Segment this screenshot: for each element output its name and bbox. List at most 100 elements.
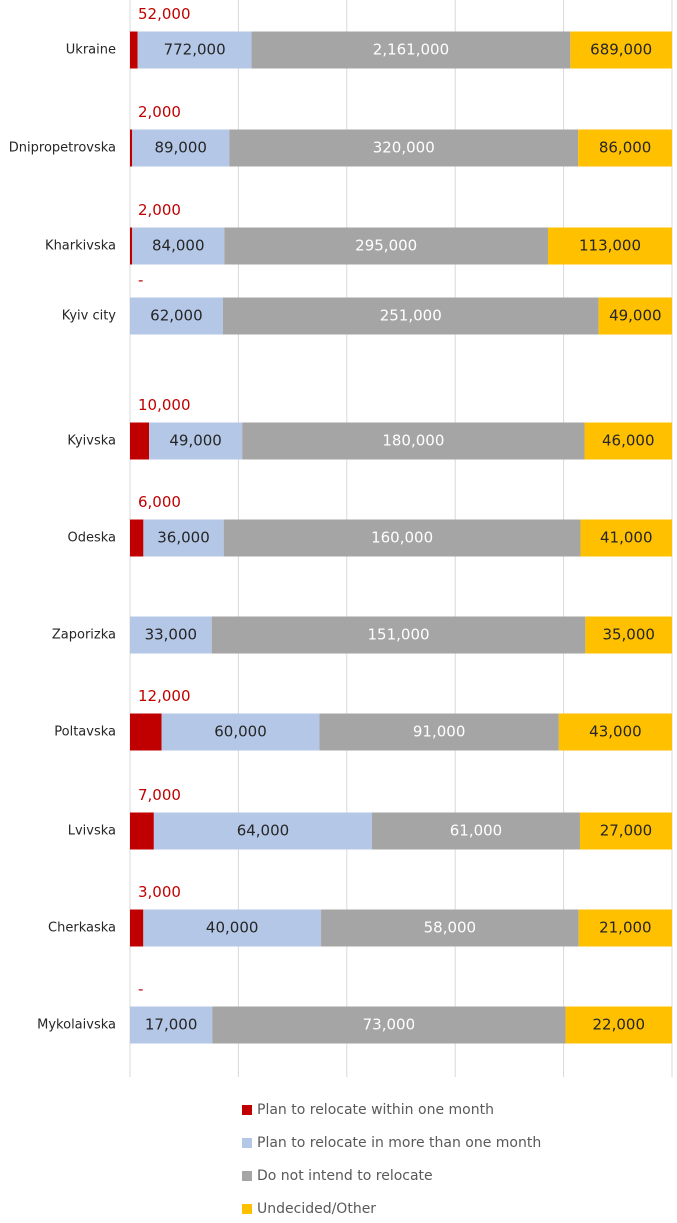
data-label: 35,000 xyxy=(602,626,655,644)
data-label: 84,000 xyxy=(152,237,205,255)
bar-segment xyxy=(132,129,230,167)
data-label: 180,000 xyxy=(382,432,444,450)
category-label: Kharkivska xyxy=(45,239,116,254)
bar-segment xyxy=(223,519,581,557)
bar-segment xyxy=(579,812,672,850)
bar-segment xyxy=(242,422,585,460)
data-label: 46,000 xyxy=(602,432,655,450)
data-label: 64,000 xyxy=(237,822,290,840)
bar-segment xyxy=(251,31,571,69)
bar-segment xyxy=(598,297,672,335)
bar-segment xyxy=(130,519,144,557)
data-label: 62,000 xyxy=(150,307,203,325)
bar-segment xyxy=(585,616,672,654)
data-label: 3,000 xyxy=(138,883,181,901)
bar-segment xyxy=(578,909,672,947)
data-label: 689,000 xyxy=(590,41,652,59)
data-label: 113,000 xyxy=(579,237,641,255)
data-label: 2,000 xyxy=(138,201,181,219)
bar-segment xyxy=(130,227,133,265)
data-label: 21,000 xyxy=(599,919,652,937)
bar-segment xyxy=(161,713,320,751)
data-label: 22,000 xyxy=(593,1016,646,1034)
bar-segment xyxy=(130,422,150,460)
category-label: Odeska xyxy=(67,531,116,546)
category-label: Mykolaivska xyxy=(37,1018,116,1033)
bar-segment xyxy=(130,713,162,751)
data-label: 160,000 xyxy=(371,529,433,547)
bar-segment xyxy=(222,297,599,335)
bar-segment xyxy=(137,31,252,69)
data-label: 61,000 xyxy=(450,822,503,840)
legend-label: Undecided/Other xyxy=(257,1201,376,1217)
data-label: 772,000 xyxy=(164,41,226,59)
bar-segment xyxy=(143,909,322,947)
bar-segment xyxy=(143,519,224,557)
data-label: 60,000 xyxy=(214,723,267,741)
bar-segment xyxy=(130,616,212,654)
bar-segment xyxy=(211,616,586,654)
bar-segment xyxy=(578,129,672,167)
data-label: 73,000 xyxy=(363,1016,416,1034)
data-label: 17,000 xyxy=(145,1016,198,1034)
data-label: 12,000 xyxy=(138,687,191,705)
bar-segment xyxy=(570,31,672,69)
bar-segment xyxy=(130,129,133,167)
bar-segment xyxy=(130,812,154,850)
data-label: 33,000 xyxy=(145,626,198,644)
bar-segment xyxy=(229,129,579,167)
data-label: - xyxy=(138,980,143,998)
bar-segment xyxy=(149,422,243,460)
data-label: 40,000 xyxy=(206,919,259,937)
bar-segment xyxy=(319,713,559,751)
bar-segment xyxy=(565,1006,672,1044)
data-label: 320,000 xyxy=(373,139,435,157)
category-label: Cherkaska xyxy=(48,921,116,936)
data-label: 36,000 xyxy=(157,529,210,547)
bar-segment xyxy=(584,422,672,460)
data-label: 86,000 xyxy=(599,139,652,157)
category-label: Lvivska xyxy=(68,824,116,839)
bar-segment xyxy=(321,909,579,947)
data-label: 251,000 xyxy=(380,307,442,325)
data-label: 43,000 xyxy=(589,723,642,741)
legend-label: Do not intend to relocate xyxy=(257,1168,433,1184)
legend-label: Plan to relocate within one month xyxy=(257,1102,494,1118)
category-label: Dnipropetrovska xyxy=(9,141,116,156)
data-label: 89,000 xyxy=(154,139,207,157)
category-label: Zaporizka xyxy=(52,628,116,643)
bar-segment xyxy=(153,812,373,850)
bar-segment xyxy=(558,713,672,751)
data-label: 295,000 xyxy=(355,237,417,255)
bar-segment xyxy=(130,1006,213,1044)
data-label: 2,161,000 xyxy=(373,41,449,59)
data-label: - xyxy=(138,271,143,289)
bar-segment xyxy=(212,1006,566,1044)
data-label: 49,000 xyxy=(169,432,222,450)
bar-segment xyxy=(224,227,549,265)
bar-segment xyxy=(130,297,223,335)
data-label: 10,000 xyxy=(138,396,191,414)
data-label: 52,000 xyxy=(138,5,191,23)
bar-segment xyxy=(132,227,225,265)
legend-label: Plan to relocate in more than one month xyxy=(257,1135,541,1151)
bar-segment xyxy=(130,909,144,947)
data-label: 58,000 xyxy=(424,919,477,937)
data-label: 151,000 xyxy=(368,626,430,644)
data-label: 91,000 xyxy=(413,723,466,741)
category-label: Ukraine xyxy=(66,43,116,58)
data-label: 7,000 xyxy=(138,786,181,804)
category-label: Kyivska xyxy=(67,434,116,449)
legend-swatch xyxy=(242,1171,252,1181)
data-label: 6,000 xyxy=(138,493,181,511)
data-label: 41,000 xyxy=(600,529,653,547)
legend-swatch xyxy=(242,1105,252,1115)
bar-segment xyxy=(580,519,672,557)
data-label: 27,000 xyxy=(600,822,653,840)
legend-swatch xyxy=(242,1204,252,1214)
category-label: Kyiv city xyxy=(62,309,117,324)
category-label: Poltavska xyxy=(54,725,116,740)
data-label: 49,000 xyxy=(609,307,662,325)
bar-segment xyxy=(372,812,580,850)
bar-segment xyxy=(548,227,672,265)
